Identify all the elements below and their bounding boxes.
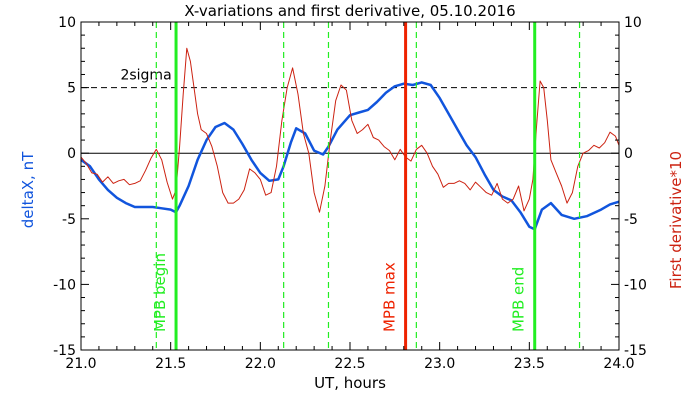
x-tick-label: 23.5	[514, 356, 545, 372]
x-tick-label: 23.0	[424, 356, 455, 372]
guide-lines: 2sigma	[81, 68, 619, 154]
vline-label: MPB begin	[151, 253, 169, 332]
y-tick-label-right: -15	[624, 343, 647, 359]
x-tick-label: 21.5	[155, 356, 186, 372]
hline-label: 2sigma	[120, 68, 171, 84]
y-tick-label-right: 0	[624, 146, 633, 162]
y-tick-label-left: 0	[67, 146, 76, 162]
y-tick-label-right: -10	[624, 277, 647, 293]
y-tick-label-left: -10	[53, 277, 76, 293]
vline-label: MPB end	[510, 267, 528, 332]
y-tick-label-left: -5	[62, 212, 76, 228]
y-tick-label-left: -15	[53, 343, 76, 359]
y-tick-label-right: -5	[624, 212, 638, 228]
x-tick-label: 21.0	[65, 356, 96, 372]
y-tick-label-left: 5	[67, 81, 76, 97]
x-tick-label: 22.0	[245, 356, 276, 372]
vline-label: MPB max	[381, 262, 399, 332]
marker-lines: MPB begin MPB max MPB end	[151, 22, 581, 350]
x-tick-label: 24.0	[603, 356, 634, 372]
series-line-deltaX	[80, 81, 620, 231]
y-tick-label-right: 5	[624, 81, 633, 97]
chart-title: X-variations and first derivative, 05.10…	[184, 2, 515, 20]
y-tick-label-right: 10	[624, 15, 642, 31]
axis-ticks: 21.0 21.5 22.0 22.5 23.0 23.5 24.0 10 5 0 -5 -10 -15…	[53, 15, 647, 372]
y-axis-label-right: First derivative*10	[667, 151, 685, 289]
y-tick-label-left: 10	[58, 15, 76, 31]
x-axis-label: UT, hours	[314, 374, 386, 392]
y-axis-label-left: deltaX, nT	[19, 151, 37, 228]
x-tick-label: 22.5	[334, 356, 365, 372]
